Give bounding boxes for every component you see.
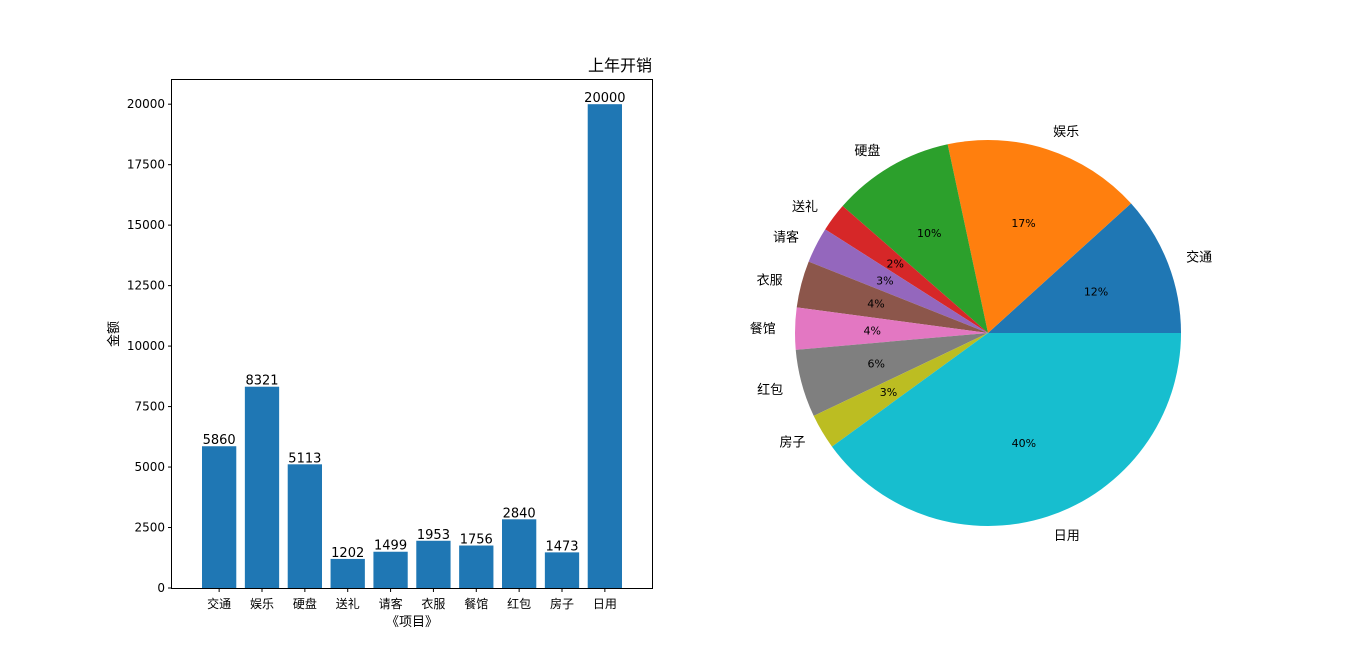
pie-slice-label: 娱乐 [1053,125,1079,140]
x-tick-label: 房子 [550,596,574,611]
pie-percent-label: 4% [864,324,881,337]
pie-slice-label: 送礼 [792,199,818,215]
pie-slice-label: 餐馆 [750,321,776,337]
y-axis-ticks: 0 2500 5000 7500 10000 12500 15000 17500 20000 [127,97,172,595]
pie-slice-label: 交通 [1186,250,1212,266]
pie-slice-label: 红包 [757,382,783,398]
bar [416,540,451,588]
bar [544,552,580,588]
bar-value-label: 8321 [245,374,278,389]
pie-slice-label: 衣服 [757,272,783,288]
y-tick-label: 15000 [127,218,165,232]
pie-slice [988,203,1181,333]
bar-value-label: 1473 [545,539,578,554]
pie-slices [795,140,1181,526]
x-tick-label: 送礼 [336,596,360,611]
y-tick-label: 10000 [127,339,165,353]
pie-slice [831,333,1181,526]
bar-value-label: 1202 [331,546,364,561]
y-axis-label: 金额 [106,321,122,347]
x-axis-ticks: 交通 娱乐 硬盘 送礼 请客 衣服 餐馆 红包 房子 日用 [207,588,617,611]
pie-slice [795,333,988,416]
bar [244,386,280,588]
pie-slice-label: 房子 [780,435,806,451]
pie-percent-label: 17% [1011,217,1035,230]
pie-percent-label: 12% [1084,285,1108,298]
bar-plot-frame [171,79,653,589]
x-tick-label: 交通 [207,596,231,611]
x-tick-label: 衣服 [421,596,445,611]
x-tick-label: 硬盘 [293,596,317,611]
bar [587,104,622,588]
pie-percent-label: 40% [1012,437,1036,450]
bar-value-label: 20000 [584,91,625,106]
pie-slice [796,261,988,333]
y-tick-label: 5000 [134,460,165,474]
pie-percent-label: 2% [887,258,904,271]
y-tick-label: 2500 [134,521,165,535]
bar [502,519,537,588]
x-tick-label: 请客 [379,596,403,611]
bar-value-label: 1953 [417,528,450,543]
x-axis-label: 《项目》 [386,615,438,630]
y-tick-label: 12500 [127,279,165,293]
pie-slice-label: 请客 [773,229,799,245]
y-tick-label: 17500 [127,158,165,172]
bar-series: 5860 8321 5113 1202 1499 1953 1756 2840 1473 2000… [202,91,626,588]
bar-value-label: 5860 [203,433,236,448]
pie-percent-label: 6% [868,357,885,370]
pie-slice [842,144,988,333]
y-tick-label: 7500 [134,400,165,414]
pie-percent-label: 3% [880,386,897,399]
pie-percent-label: 4% [867,298,884,311]
x-tick-label: 日用 [593,597,617,611]
bar [202,446,237,588]
pie-slice-label: 硬盘 [854,143,880,159]
pie-slice [825,206,988,333]
bar [459,545,494,588]
x-tick-label: 红包 [507,596,531,611]
bar-chart: 上年开销 0 2500 5000 7500 10000 12500 15000 17500 20… [106,56,653,630]
bar [330,558,365,588]
pie-percent-labels: 12% 17% 10% 2% 3% 4% 4% 6% 3% 40% [864,217,1109,450]
pie-slice [795,307,988,350]
y-tick-label: 20000 [127,97,165,111]
bar [287,464,322,588]
pie-percent-label: 10% [917,227,941,240]
bar-value-label: 5113 [288,451,321,466]
bar-value-label: 1499 [374,539,407,554]
pie-slice [947,140,1132,333]
bar-chart-title: 上年开销 [588,56,652,75]
bar-value-label: 2840 [503,506,536,521]
pie-slice-label: 日用 [1054,529,1080,544]
bar-value-label: 1756 [460,533,493,548]
x-tick-label: 娱乐 [250,597,274,611]
y-tick-label: 0 [157,581,165,595]
pie-percent-label: 3% [876,274,893,287]
pie-slice [808,229,988,333]
x-tick-label: 餐馆 [464,596,488,611]
pie-slice [813,333,988,447]
bar [373,551,408,588]
